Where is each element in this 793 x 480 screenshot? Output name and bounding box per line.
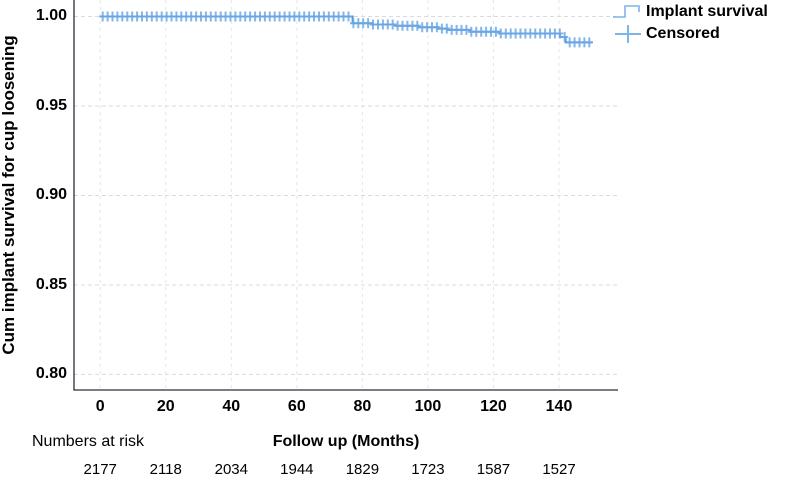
- y-tick-label: 0.85: [35, 275, 67, 293]
- risk-count: 2118: [149, 461, 182, 478]
- axis-line: [73, 0, 618, 391]
- x-tick-label: 80: [353, 398, 372, 415]
- x-tick-label: 20: [156, 398, 175, 415]
- y-tick-label: 0.95: [35, 96, 67, 114]
- legend: Implant survival Censored: [612, 1, 768, 45]
- risk-count: 1829: [345, 461, 380, 478]
- censor-marks: [99, 11, 593, 48]
- x-tick-label: 40: [222, 398, 241, 415]
- risk-count: 1527: [542, 461, 576, 478]
- risk-count: 2177: [83, 461, 117, 478]
- step-line-icon: [613, 5, 640, 18]
- risk-count: 2034: [214, 461, 248, 478]
- survival-curve: [100, 15, 593, 44]
- legend-label: Censored: [646, 25, 720, 42]
- x-tick-label: 60: [287, 398, 306, 415]
- numbers-at-risk-label: Numbers at risk: [32, 433, 145, 450]
- x-axis-title: Follow up (Months): [272, 433, 420, 450]
- legend-entry-censored: Censored: [612, 23, 768, 45]
- x-tick-label: 120: [480, 398, 507, 415]
- x-tick-label: 0: [95, 398, 105, 415]
- legend-entry-implant-survival: Implant survival: [612, 1, 768, 23]
- risk-count: 1944: [280, 461, 314, 478]
- y-tick-label: 0.90: [35, 186, 67, 204]
- x-tick-label: 100: [414, 398, 442, 415]
- plus-icon: [615, 25, 641, 43]
- y-tick-label: 1.00: [35, 7, 67, 25]
- x-tick-label: 140: [545, 398, 573, 415]
- risk-count: 1587: [476, 461, 511, 478]
- risk-count: 1723: [411, 461, 445, 478]
- y-tick-label: 0.80: [35, 365, 67, 383]
- legend-label: Implant survival: [646, 3, 768, 20]
